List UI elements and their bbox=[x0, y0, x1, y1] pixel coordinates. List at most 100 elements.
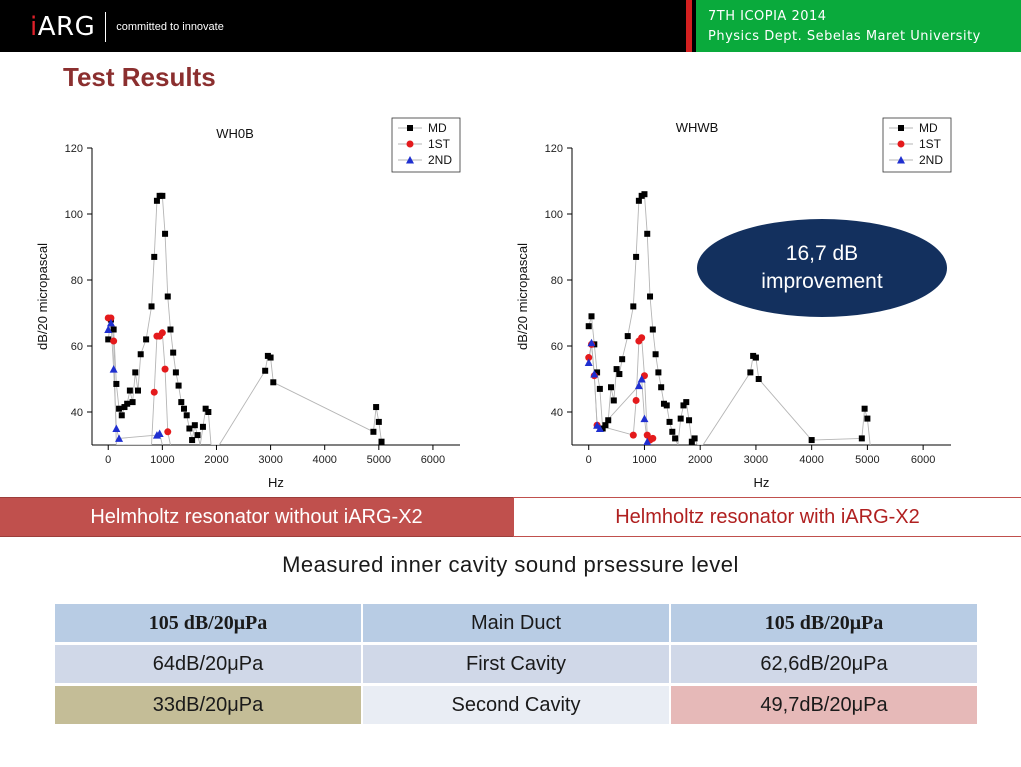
point-md bbox=[186, 425, 193, 432]
legend-marker-2nd bbox=[406, 156, 414, 164]
point-md bbox=[864, 415, 871, 422]
point-md bbox=[172, 369, 179, 376]
point-md bbox=[605, 417, 612, 424]
y-tick-label: 120 bbox=[545, 143, 563, 155]
chart-whwb-svg: 40 60 80 100 120 0 1000 2000 3000 4000 5000 6000 Hz d… bbox=[515, 117, 952, 490]
x-tick-label: 1000 bbox=[150, 454, 174, 466]
y-tick-label: 120 bbox=[65, 143, 83, 155]
conference-banner: 7TH ICOPIA 2014 Physics Dept. Sebelas Ma… bbox=[696, 0, 1021, 52]
header-bar: iARG committed to innovate 7TH ICOPIA 20… bbox=[0, 0, 1021, 52]
chart-whwb: 40 60 80 100 120 0 1000 2000 3000 4000 5000 6000 Hz d… bbox=[515, 108, 960, 503]
point-1st bbox=[150, 388, 158, 396]
point-md bbox=[663, 402, 670, 409]
point-md bbox=[683, 399, 690, 406]
plot-area bbox=[584, 191, 871, 445]
point-2nd bbox=[590, 370, 599, 378]
point-2nd bbox=[587, 338, 596, 347]
point-md bbox=[649, 326, 656, 333]
point-md bbox=[194, 432, 201, 439]
point-md bbox=[686, 417, 693, 424]
point-md bbox=[162, 230, 169, 237]
chart-wh0b: 40 60 80 100 120 0 1000 2000 3000 4000 5000 6000 Hz d… bbox=[30, 108, 470, 503]
point-md bbox=[129, 399, 136, 406]
point-1st bbox=[649, 434, 657, 442]
legend-marker-1st bbox=[406, 140, 414, 148]
x-axis-label: Hz bbox=[754, 475, 770, 490]
cell-with: 105 dB/20μPa bbox=[671, 604, 977, 642]
point-md bbox=[116, 405, 123, 412]
point-md bbox=[178, 399, 185, 406]
logo-prefix: i bbox=[30, 12, 38, 42]
x-tick-label: 2000 bbox=[204, 454, 228, 466]
point-2nd bbox=[104, 325, 113, 333]
x-tick-label: 3000 bbox=[744, 454, 768, 466]
point-2nd bbox=[640, 414, 649, 423]
point-md bbox=[373, 404, 380, 411]
point-md bbox=[378, 438, 385, 445]
point-1st bbox=[638, 334, 646, 342]
point-2nd bbox=[584, 358, 593, 366]
x-tick-label: 6000 bbox=[421, 454, 445, 466]
point-1st bbox=[107, 314, 115, 322]
x-tick-label: 3000 bbox=[258, 454, 282, 466]
legend-label: 1ST bbox=[919, 137, 942, 151]
point-md bbox=[183, 412, 190, 419]
point-md bbox=[655, 369, 662, 376]
point-md bbox=[205, 409, 212, 415]
point-md bbox=[370, 428, 377, 435]
x-tick-label: 2000 bbox=[688, 454, 712, 466]
legend-box bbox=[882, 117, 952, 173]
cell-with: 49,7dB/20μPa bbox=[671, 686, 977, 724]
point-md bbox=[164, 293, 171, 300]
cell-location: First Cavity bbox=[363, 645, 669, 683]
point-md bbox=[624, 333, 631, 340]
point-md bbox=[191, 422, 198, 429]
label-without-iarg: Helmholtz resonator without iARG-X2 bbox=[0, 497, 513, 537]
x-tick-label: 5000 bbox=[855, 454, 879, 466]
point-md bbox=[752, 354, 759, 361]
y-tick-label: 60 bbox=[71, 341, 83, 353]
y-tick-label: 40 bbox=[551, 407, 563, 419]
point-md bbox=[858, 435, 865, 442]
cell-with: 62,6dB/20μPa bbox=[671, 645, 977, 683]
point-md bbox=[616, 371, 623, 378]
point-md bbox=[270, 379, 277, 386]
point-md bbox=[635, 197, 642, 204]
point-md bbox=[808, 437, 815, 444]
cell-without: 105 dB/20μPa bbox=[55, 604, 361, 642]
table-row: 105 dB/20μPa Main Duct 105 dB/20μPa bbox=[55, 604, 977, 642]
cell-location: Main Duct bbox=[363, 604, 669, 642]
point-md bbox=[126, 387, 133, 394]
table-caption: Measured inner cavity sound prsessure le… bbox=[282, 552, 739, 577]
legend-label: 1ST bbox=[428, 137, 451, 151]
y-axis-label: dB/20 micropascal bbox=[515, 243, 530, 350]
results-table: 105 dB/20μPa Main Duct 105 dB/20μPa 64dB… bbox=[53, 601, 979, 727]
point-1st bbox=[629, 431, 637, 439]
point-md bbox=[167, 326, 174, 333]
legend-label: MD bbox=[428, 121, 447, 135]
cell-without: 64dB/20μPa bbox=[55, 645, 361, 683]
point-md bbox=[110, 326, 117, 333]
legend-marker-md bbox=[898, 125, 904, 131]
point-md bbox=[610, 397, 617, 404]
point-md bbox=[105, 336, 112, 343]
series-line-1st bbox=[108, 317, 171, 445]
y-tick-label: 60 bbox=[551, 341, 563, 353]
point-md bbox=[619, 356, 626, 363]
x-tick-label: 1000 bbox=[632, 454, 656, 466]
point-md bbox=[181, 405, 187, 412]
point-1st bbox=[632, 396, 640, 404]
chart-title: WH0B bbox=[216, 126, 254, 141]
point-2nd bbox=[634, 381, 643, 390]
legend-box bbox=[391, 117, 461, 173]
point-2nd bbox=[109, 365, 118, 373]
point-md bbox=[262, 367, 269, 374]
point-md bbox=[267, 354, 274, 361]
point-md bbox=[159, 192, 166, 199]
point-md bbox=[594, 369, 601, 376]
point-md bbox=[688, 438, 695, 445]
x-tick-label: 5000 bbox=[367, 454, 391, 466]
point-md bbox=[861, 405, 868, 412]
point-md bbox=[755, 376, 762, 382]
point-md bbox=[596, 385, 603, 392]
